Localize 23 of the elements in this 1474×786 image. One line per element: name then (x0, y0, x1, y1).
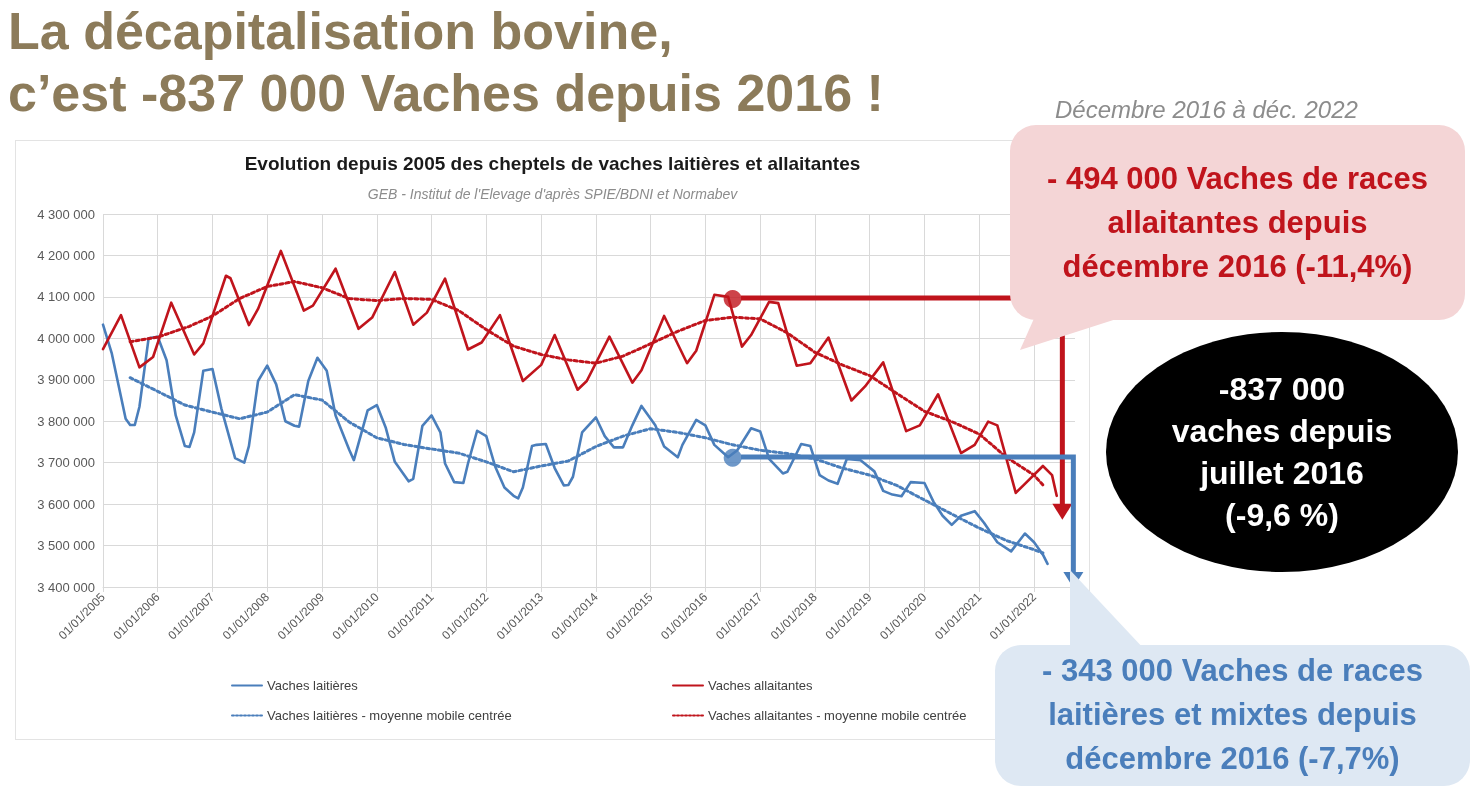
legend-label: Vaches allaitantes (708, 678, 814, 693)
line-series (128, 280, 1045, 487)
y-tick-label: 4 000 000 (37, 330, 95, 346)
line-series (128, 376, 1045, 555)
y-tick-label: 3 400 000 (37, 579, 95, 595)
line-series (101, 323, 1049, 566)
y-tick-label: 4 300 000 (37, 206, 95, 222)
chart-subtitle: Evolution depuis 2005 des cheptels de vaches laitières et allaitantes (244, 153, 861, 174)
y-tick-label: 3 500 000 (37, 538, 95, 554)
y-tick-label: 3 900 000 (37, 372, 95, 388)
annotation: - 494 000 Vaches de races allaitantes depuis décembre 2016 (-11,4%) (1009, 125, 1465, 320)
text: -837 000 vaches depuis juillet 2016 (-9,6 %) (1106, 332, 1458, 572)
text: GEB - Institut de l'Elevage d'après SPIE/BDNI et Normabev (367, 186, 739, 202)
legend-label: Vaches laitières - moyenne mobile centrée (267, 708, 512, 723)
legend-label: Vaches allaitantes - moyenne mobile centrée (708, 708, 967, 723)
y-tick-label: 4 200 000 (37, 247, 95, 263)
text: Décembre 2016 à déc. 2022 (1055, 96, 1358, 124)
y-tick-label: 3 800 000 (37, 413, 95, 429)
y-tick-label: 3 600 000 (37, 496, 95, 512)
y-tick-label: 4 100 000 (37, 289, 95, 305)
y-tick-label: 3 700 000 (37, 455, 95, 471)
legend-label: Vaches laitières (267, 678, 359, 693)
chart-title: La décapitalisation bovine, c’est -837 000 Vaches depuis 2016 ! (8, 1, 884, 124)
